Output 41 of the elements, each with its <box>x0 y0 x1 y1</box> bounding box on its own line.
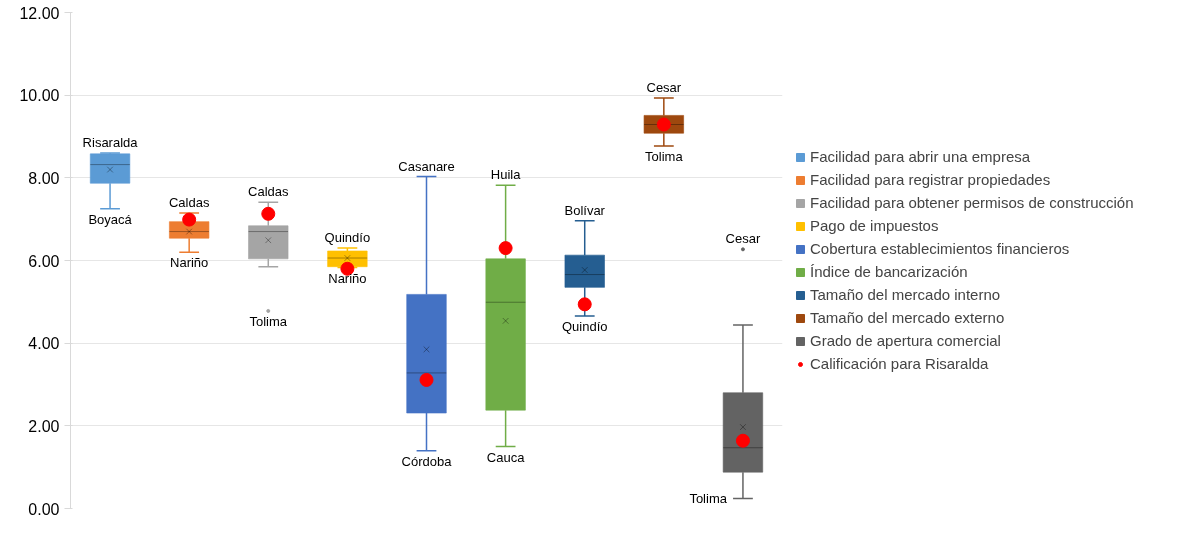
point <box>735 433 750 448</box>
annotation: Huila <box>490 167 522 183</box>
annotation: Tolima <box>645 149 684 165</box>
annotation: Boyacá <box>88 211 133 227</box>
legend-label: Pago de impuestos <box>810 217 939 234</box>
legend-label: Cobertura establecimientos financieros <box>810 240 1070 257</box>
legend-label: Tamaño del mercado interno <box>810 286 1001 303</box>
legend-label: Facilidad para obtener permisos de construcción <box>810 194 1134 211</box>
annotation: Cesar <box>725 231 761 247</box>
point <box>419 372 434 387</box>
annotation: Tolima <box>689 491 728 507</box>
legend-label: Calificación para Risaralda <box>810 355 989 372</box>
legend-label: Facilidad para abrir una empresa <box>810 148 1031 165</box>
y-tick-label: 2.00 <box>28 417 60 435</box>
y-tick-label: 12.00 <box>19 4 60 22</box>
y-tick-label: 8.00 <box>28 169 60 187</box>
legend-label: Índice de bancarización <box>810 263 968 280</box>
annotation: Casanare <box>398 158 455 174</box>
y-tick-label: 4.00 <box>28 335 60 353</box>
point <box>182 212 197 227</box>
annotation: Risaralda <box>82 135 139 151</box>
annotation: Quindío <box>561 318 608 334</box>
point <box>261 206 276 221</box>
annotation: Nariño <box>170 255 209 271</box>
annotation: Tolima <box>249 313 288 329</box>
annotation: Nariño <box>328 270 367 286</box>
legend-label: Tamaño del mercado externo <box>810 309 1005 326</box>
y-tick-label: 6.00 <box>28 252 60 270</box>
annotation: Caldas <box>168 194 210 210</box>
point <box>498 241 513 256</box>
legend-label: Facilidad para registrar propiedades <box>810 171 1051 188</box>
annotation: Caldas <box>248 184 290 200</box>
annotation: Cesar <box>646 80 682 96</box>
legend-label: Grado de apertura comercial <box>810 332 1001 349</box>
annotation: Bolívar <box>564 202 606 218</box>
annotation: Quindío <box>324 230 371 246</box>
y-tick-label: 10.00 <box>19 87 60 105</box>
point <box>577 297 592 312</box>
annotation: Córdoba <box>401 453 453 469</box>
annotation: Cauca <box>486 449 526 465</box>
y-tick-label: 0.00 <box>28 500 60 518</box>
